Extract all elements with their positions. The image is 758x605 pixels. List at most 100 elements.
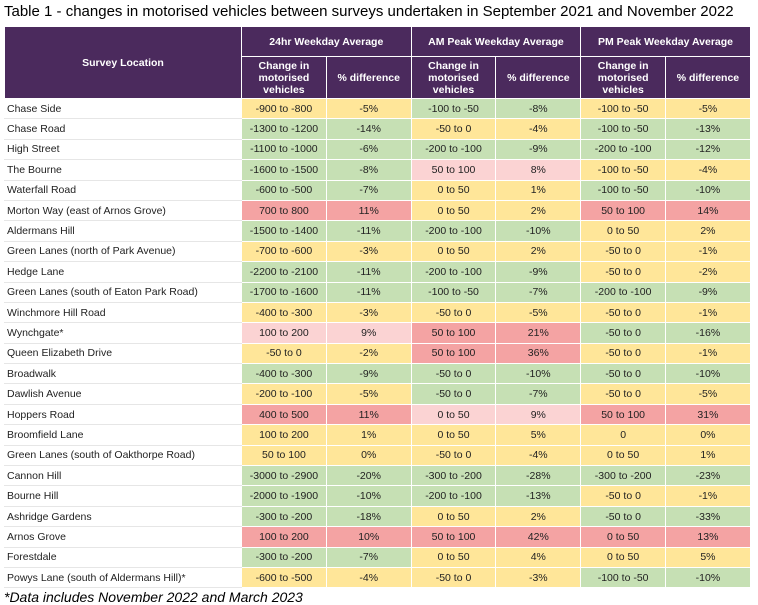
value-cell: -1% bbox=[665, 485, 751, 507]
value-cell: -50 to 0 bbox=[580, 322, 667, 344]
value-cell: -10% bbox=[665, 566, 751, 589]
table-row: Winchmore Hill Road -400 to -300 -3% -50 to… bbox=[4, 301, 751, 324]
value-cell: 50 to 100 bbox=[241, 444, 327, 467]
table-row: Green Lanes (south of Oakthorpe Road) 50 … bbox=[4, 444, 751, 467]
value-cell: -4% bbox=[495, 118, 582, 140]
location-cell: Green Lanes (north of Park Avenue) bbox=[4, 240, 242, 263]
value-cell: -1% bbox=[665, 342, 751, 365]
column-header: % difference bbox=[325, 56, 412, 99]
value-cell: 4% bbox=[495, 546, 582, 568]
table-row: Green Lanes (south of Eaton Park Road) -1… bbox=[4, 281, 751, 303]
value-cell: -200 to -100 bbox=[410, 220, 497, 242]
value-cell: 11% bbox=[325, 403, 412, 426]
table-row: Waterfall Road -600 to -500 -7% 0 to 50 1% -1… bbox=[4, 179, 751, 201]
value-cell: -600 to -500 bbox=[241, 179, 327, 201]
location-cell: Morton Way (east of Arnos Grove) bbox=[4, 199, 242, 222]
value-cell: 0 bbox=[580, 424, 667, 446]
value-cell: -50 to 0 bbox=[580, 240, 667, 263]
value-cell: -200 to -100 bbox=[410, 485, 497, 507]
location-cell: High Street bbox=[4, 138, 242, 161]
value-cell: -18% bbox=[325, 505, 412, 528]
value-cell: -1300 to -1200 bbox=[241, 118, 327, 140]
value-cell: -300 to -200 bbox=[241, 546, 327, 568]
value-cell: -9% bbox=[495, 138, 582, 161]
location-cell: Green Lanes (south of Oakthorpe Road) bbox=[4, 444, 242, 467]
value-cell: 1% bbox=[665, 444, 751, 467]
value-cell: -7% bbox=[495, 383, 582, 405]
value-cell: -100 to -50 bbox=[580, 159, 667, 181]
value-cell: 0 to 50 bbox=[410, 546, 497, 568]
value-cell: 700 to 800 bbox=[241, 199, 327, 222]
value-cell: -2% bbox=[665, 261, 751, 283]
value-cell: 0 to 50 bbox=[580, 220, 667, 242]
value-cell: 0% bbox=[325, 444, 412, 467]
value-cell: -200 to -100 bbox=[580, 138, 667, 161]
table-row: High Street -1100 to -1000 -6% -200 to -100… bbox=[4, 138, 751, 161]
value-cell: -3% bbox=[495, 566, 582, 589]
value-cell: -200 to -100 bbox=[410, 138, 497, 161]
group-header: PM Peak Weekday Average bbox=[580, 26, 751, 57]
value-cell: -9% bbox=[665, 281, 751, 303]
value-cell: -900 to -800 bbox=[241, 97, 327, 120]
value-cell: 0 to 50 bbox=[410, 505, 497, 528]
location-cell: Broomfield Lane bbox=[4, 424, 242, 446]
table-row: Aldermans Hill -1500 to -1400 -11% -200 to … bbox=[4, 220, 751, 242]
value-cell: -100 to -50 bbox=[410, 97, 497, 120]
group-header: AM Peak Weekday Average bbox=[410, 26, 582, 57]
value-cell: -100 to -50 bbox=[410, 281, 497, 303]
value-cell: -50 to 0 bbox=[410, 301, 497, 324]
value-cell: 1% bbox=[325, 424, 412, 446]
value-cell: -200 to -100 bbox=[241, 383, 327, 405]
table-row: Arnos Grove 100 to 200 10% 50 to 100 42% 0 to… bbox=[4, 526, 751, 548]
value-cell: -13% bbox=[665, 118, 751, 140]
value-cell: 50 to 100 bbox=[410, 322, 497, 344]
value-cell: -50 to 0 bbox=[580, 363, 667, 385]
location-cell: Forestdale bbox=[4, 546, 242, 568]
value-cell: -2000 to -1900 bbox=[241, 485, 327, 507]
value-cell: -50 to 0 bbox=[410, 118, 497, 140]
value-cell: 0 to 50 bbox=[580, 546, 667, 568]
value-cell: 50 to 100 bbox=[410, 159, 497, 181]
value-cell: -12% bbox=[665, 138, 751, 161]
value-cell: -50 to 0 bbox=[580, 261, 667, 283]
value-cell: 0% bbox=[665, 424, 751, 446]
value-cell: 0 to 50 bbox=[580, 526, 667, 548]
location-cell: Hedge Lane bbox=[4, 261, 242, 283]
value-cell: -1% bbox=[665, 240, 751, 263]
value-cell: -300 to -200 bbox=[241, 505, 327, 528]
table-row: Forestdale -300 to -200 -7% 0 to 50 4% 0 to 5… bbox=[4, 546, 751, 568]
location-cell: Powys Lane (south of Aldermans Hill)* bbox=[4, 566, 242, 589]
header-row: Survey Location 24hr Weekday Average AM Pe… bbox=[4, 26, 751, 99]
value-cell: -600 to -500 bbox=[241, 566, 327, 589]
value-cell: 50 to 100 bbox=[580, 199, 667, 222]
location-cell: Green Lanes (south of Eaton Park Road) bbox=[4, 281, 242, 303]
value-cell: 2% bbox=[495, 505, 582, 528]
data-table: Survey Location 24hr Weekday Average AM Pe… bbox=[4, 26, 751, 589]
value-cell: 5% bbox=[665, 546, 751, 568]
table-row: Hoppers Road 400 to 500 11% 0 to 50 9% 50 to … bbox=[4, 403, 751, 426]
value-cell: -8% bbox=[495, 97, 582, 120]
value-cell: -2200 to -2100 bbox=[241, 261, 327, 283]
value-cell: -9% bbox=[495, 261, 582, 283]
table-header: Survey Location 24hr Weekday Average AM Pe… bbox=[4, 26, 751, 99]
value-cell: -16% bbox=[665, 322, 751, 344]
value-cell: 0 to 50 bbox=[580, 444, 667, 467]
value-cell: -10% bbox=[495, 363, 582, 385]
value-cell: -50 to 0 bbox=[410, 566, 497, 589]
value-cell: -8% bbox=[325, 159, 412, 181]
value-cell: -5% bbox=[325, 383, 412, 405]
value-cell: -14% bbox=[325, 118, 412, 140]
value-cell: -10% bbox=[665, 363, 751, 385]
location-cell: Cannon Hill bbox=[4, 465, 242, 487]
table-row: The Bourne -1600 to -1500 -8% 50 to 100 8% -1… bbox=[4, 159, 751, 181]
value-cell: 0 to 50 bbox=[410, 199, 497, 222]
value-cell: -100 to -50 bbox=[580, 179, 667, 201]
value-cell: -300 to -200 bbox=[580, 465, 667, 487]
value-cell: -3% bbox=[325, 301, 412, 324]
location-cell: Dawlish Avenue bbox=[4, 383, 242, 405]
value-cell: -3% bbox=[325, 240, 412, 263]
value-cell: 2% bbox=[495, 240, 582, 263]
value-cell: -10% bbox=[665, 179, 751, 201]
value-cell: 400 to 500 bbox=[241, 403, 327, 426]
location-cell: The Bourne bbox=[4, 159, 242, 181]
